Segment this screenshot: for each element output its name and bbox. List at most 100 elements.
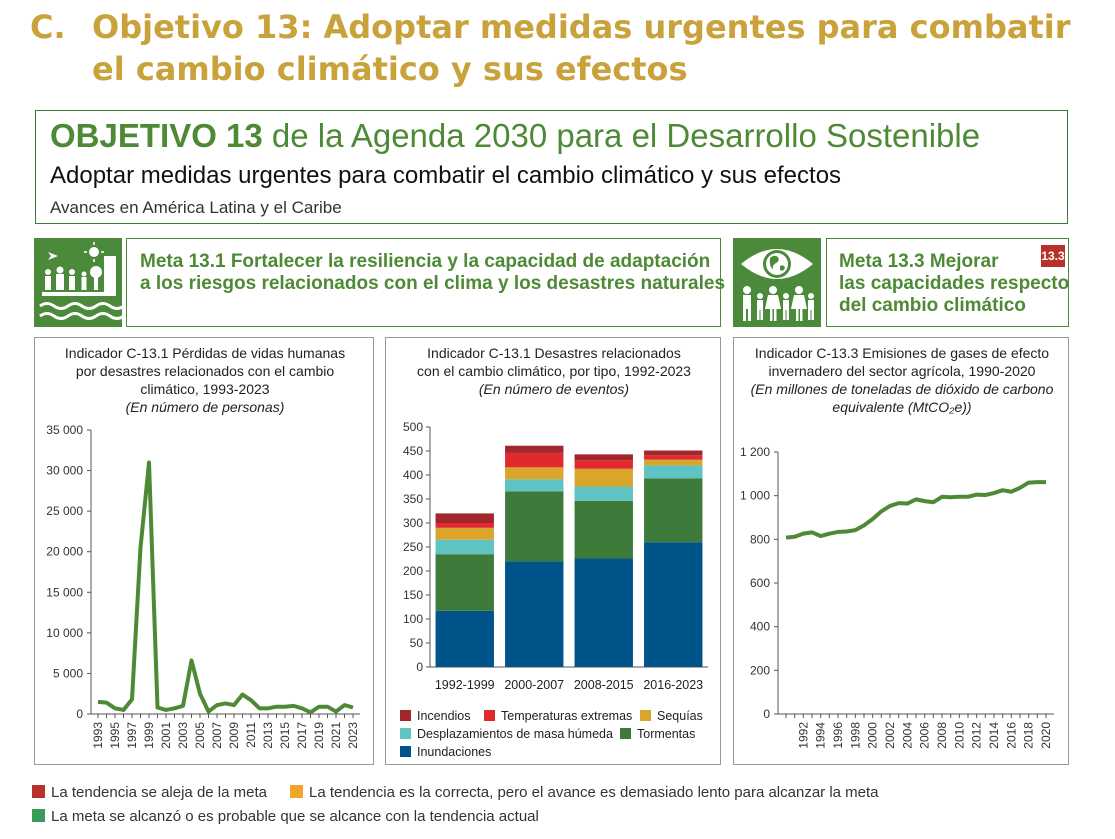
chart2-legend-label: Desplazamientos de masa húmeda <box>417 727 613 741</box>
chart2-y-tick-label: 100 <box>403 612 423 626</box>
chart2-legend-label: Sequías <box>657 709 703 723</box>
agenda-heading-bold: OBJETIVO 13 <box>50 117 263 154</box>
chart1-y-tick-label: 35 000 <box>46 423 83 437</box>
chart2-y-tick-label: 350 <box>403 492 423 506</box>
chart1-x-tick-label: 2017 <box>295 722 309 749</box>
chart3-x-tick-label: 2004 <box>900 722 914 749</box>
trend-label-reached: La meta se alcanzó o es probable que se … <box>51 808 539 825</box>
agenda-heading: OBJETIVO 13 de la Agenda 2030 para el De… <box>50 117 980 155</box>
agenda-subtitle: Adoptar medidas urgentes para combatir e… <box>50 162 842 189</box>
chart2-category-label: 2000-2007 <box>504 678 564 692</box>
chart2-legend-swatch <box>640 710 651 721</box>
chart2-legend-swatch <box>400 728 411 739</box>
chart2-title-line2: con el cambio climático, por tipo, 1992-… <box>417 363 691 379</box>
chart2-bar-segment <box>505 467 564 480</box>
chart1-series-line <box>97 460 354 715</box>
chart3-x-tick-label: 1994 <box>814 722 828 749</box>
chart2-legend-swatch <box>400 746 411 757</box>
chart2-bar-segment <box>435 523 494 528</box>
agenda-box: OBJETIVO 13 de la Agenda 2030 para el De… <box>35 110 1068 224</box>
eye-globe-icon <box>733 238 821 327</box>
chart2-y-tick-label: 450 <box>403 444 423 458</box>
chart3-x-tick-label: 2014 <box>987 722 1001 749</box>
chart1-x-tick-label: 1993 <box>91 722 105 749</box>
chart2-bar-segment <box>505 479 564 492</box>
chart2-bar-segment <box>505 491 564 562</box>
chart2-bar-segment <box>505 452 564 468</box>
chart3-y-tick-label: 800 <box>750 532 770 546</box>
section-title-line1: Objetivo 13: Adoptar medidas urgentes pa… <box>92 8 1071 46</box>
chart2-legend-swatch <box>620 728 631 739</box>
chart2-subtitle: (En número de eventos) <box>478 381 630 397</box>
chart2-legend-label: Tormentas <box>637 727 695 741</box>
chart1-title-line1: Indicador C-13.1 Pérdidas de vidas human… <box>64 345 346 361</box>
chart1-x-tick-label: 2009 <box>227 722 241 749</box>
chart3-y-tick-label: 400 <box>750 620 770 634</box>
chart2-bar-segment <box>574 468 633 487</box>
section-letter: C. <box>30 8 66 46</box>
trend-swatch-green <box>32 809 45 822</box>
chart3-x-tick-label: 2002 <box>883 722 897 749</box>
chart2-bar-segment <box>644 459 703 466</box>
chart2-y-tick-label: 0 <box>416 660 423 674</box>
chart3-y-tick-label: 0 <box>763 707 770 721</box>
chart2-legend-swatch <box>484 710 495 721</box>
meta-13-3-line1: Meta 13.3 Mejorar <box>839 251 999 272</box>
chart2-bar-segment <box>574 558 633 667</box>
chart2-bar-segment <box>574 500 633 559</box>
chart1-y-tick-label: 10 000 <box>46 626 83 640</box>
chart1-x-tick-label: 2011 <box>244 722 258 748</box>
chart3-subtitle-line2: equivalente (MtCO₂e)) <box>832 399 972 415</box>
chart1-x-tick-label: 2015 <box>278 722 292 749</box>
chart3-title-line2: invernadero del sector agrícola, 1990-20… <box>768 363 1036 379</box>
chart3-x-tick-label: 2020 <box>1039 722 1053 749</box>
chart1-x-tick-label: 2003 <box>176 722 190 749</box>
trend-swatch-orange <box>290 785 303 798</box>
chart2-legend-swatch <box>400 710 411 721</box>
meta-13-3-line3: del cambio climático <box>839 295 1026 316</box>
chart3-x-tick-label: 2008 <box>935 722 949 749</box>
chart2-bar-segment <box>574 454 633 461</box>
chart3-svg: 0 200 400 600 800 1 000 1 200 1992 1994 1996 1998 2… <box>740 445 1054 749</box>
chart2-bar-segment <box>435 539 494 555</box>
chart2-bar-segment <box>644 450 703 456</box>
chart1-x-tick-label: 1997 <box>125 722 139 749</box>
chart1-title-line2: por desastres relacionados con el cambio <box>75 363 335 379</box>
chart1-x-tick-label: 2001 <box>159 722 173 749</box>
chart2-y-tick-label: 50 <box>410 636 424 650</box>
chart3-x-tick-label: 2018 <box>1022 722 1036 749</box>
chart2-bar-segment <box>435 513 494 523</box>
chart1-x-tick-label: 2019 <box>312 722 326 749</box>
chart1-subtitle: (En número de personas) <box>125 399 285 415</box>
chart2-category-label: 1992-1999 <box>435 678 495 692</box>
chart3-series-line <box>785 480 1046 540</box>
agenda-region: Avances en América Latina y el Caribe <box>50 198 342 217</box>
meta-13-1-box: Meta 13.1 Fortalecer la resiliencia y la… <box>126 238 725 327</box>
chart-panel-disasters: Indicador C-13.1 Desastres relacionados … <box>385 337 721 765</box>
chart2-bar-segment <box>574 486 633 501</box>
chart2-bar-segment <box>435 554 494 611</box>
chart2-bar-segment <box>644 465 703 479</box>
chart2-category-label: 2008-2015 <box>574 678 634 692</box>
chart2-category-label: 2016-2023 <box>643 678 703 692</box>
chart1-svg: 0 5 000 10 000 15 000 20 000 25 000 30 000 35 0… <box>46 423 360 749</box>
trend-label-slow: La tendencia es la correcta, pero el ava… <box>309 784 879 801</box>
chart1-y-tick-label: 0 <box>76 707 83 721</box>
chart2-bar-segment <box>505 561 564 667</box>
chart2-bar-segment <box>644 455 703 460</box>
chart3-y-tick-label: 1 000 <box>740 489 770 503</box>
chart2-bar-segment <box>435 610 494 667</box>
chart3-title-line1: Indicador C-13.3 Emisiones de gases de e… <box>754 345 1050 361</box>
chart-panel-deaths: Indicador C-13.1 Pérdidas de vidas human… <box>34 337 374 765</box>
chart3-x-tick-label: 1992 <box>796 722 810 749</box>
chart3-x-tick-label: 2000 <box>866 722 880 749</box>
chart1-x-tick-label: 2005 <box>193 722 207 749</box>
trend-legend-away: La tendencia se aleja de la meta <box>32 784 267 801</box>
section-title: C. Objetivo 13: Adoptar medidas urgentes … <box>30 6 1070 90</box>
meta-13-1-line1: Meta 13.1 Fortalecer la resiliencia y la… <box>140 251 711 272</box>
chart1-x-tick-label: 2023 <box>346 722 360 749</box>
chart2-bar-segment <box>644 478 703 543</box>
chart1-y-tick-label: 20 000 <box>46 545 83 559</box>
chart2-y-tick-label: 150 <box>403 588 423 602</box>
chart1-y-tick-label: 25 000 <box>46 504 83 518</box>
